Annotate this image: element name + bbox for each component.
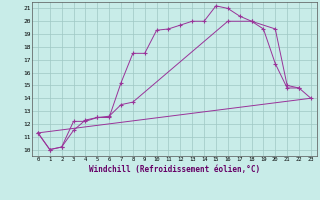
X-axis label: Windchill (Refroidissement éolien,°C): Windchill (Refroidissement éolien,°C)	[89, 165, 260, 174]
